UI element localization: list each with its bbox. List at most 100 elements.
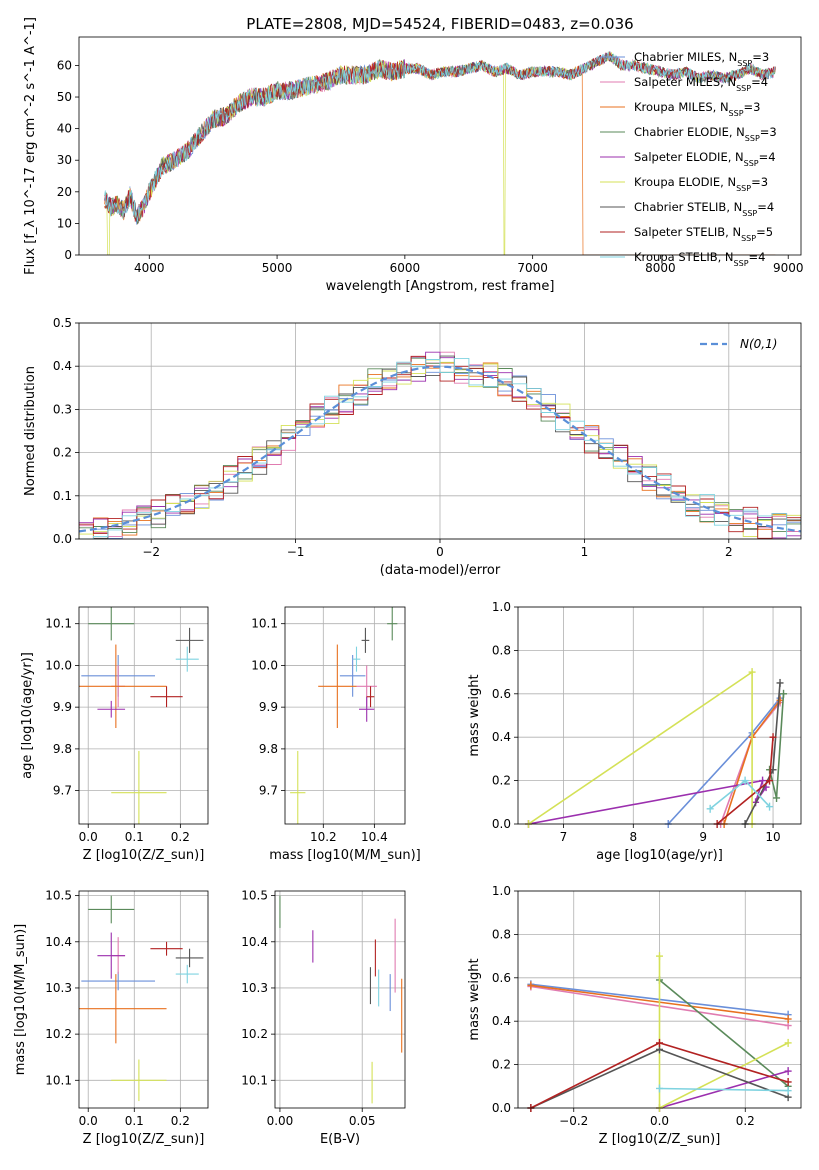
- y-tick-label: 0.3: [53, 402, 72, 416]
- y-axis-label: age [log10(age/yr)]: [20, 652, 35, 779]
- y-tick-label: 1.0: [492, 600, 511, 614]
- x-tick-label: 9: [699, 830, 707, 844]
- y-tick-label: 9.8: [259, 742, 278, 756]
- y-tick-label: 1.0: [492, 884, 511, 898]
- y-tick-label: 9.7: [53, 784, 72, 798]
- y-tick-label: 9.8: [53, 742, 72, 756]
- x-tick-label: 0.2: [736, 1114, 755, 1128]
- legend-entry: Salpeter MILES, NSSP=4: [634, 75, 768, 93]
- error-point: [97, 932, 126, 979]
- legend-entry: Chabrier ELODIE, NSSP=3: [634, 125, 777, 143]
- y-tick-label: 0.8: [492, 643, 511, 657]
- error-point: [150, 941, 183, 956]
- spectrum-frame: [78, 36, 802, 256]
- legend-nssp: =4: [757, 200, 774, 214]
- residuals-frame: [78, 322, 802, 540]
- legend-nssp: =4: [751, 75, 768, 89]
- plots-layer: 4000 5000 6000 7000 8000 90000102030405060wav…: [13, 17, 803, 1147]
- y-tick-label: 0.4: [492, 730, 511, 744]
- x-tick-label: 0.0: [650, 1114, 669, 1128]
- x-tick-label: 0.0: [79, 830, 98, 844]
- x-axis-label: Z [log10(Z/Z_sun)]: [83, 848, 205, 863]
- gaussian-curve: [79, 365, 801, 533]
- age-vs-mass-panel: 10.2 10.4 9.7 9.8 9.9 10.0 10.1 mass [log10(M/M…: [251, 606, 421, 863]
- mass-vs-ebv-frame: [274, 890, 406, 1109]
- mass-weight-vs-Z-frame: [517, 890, 802, 1109]
- error-point: [88, 607, 135, 641]
- x-tick-label: 10: [765, 830, 780, 844]
- y-tick-label: 0.2: [492, 774, 511, 788]
- x-axis-label: wavelength [Angstrom, rest frame]: [326, 279, 555, 294]
- weight-series-line: [659, 1087, 789, 1092]
- x-tick-label: 10.2: [310, 830, 337, 844]
- error-point: [175, 964, 199, 984]
- y-tick-label: 10.0: [251, 658, 278, 672]
- residuals-panel: −2 −1 0 1 2 0.0 0.1 0.2 0.3 0.4 0.5 (data-model)/er…: [23, 316, 802, 578]
- x-tick-label: 8: [629, 830, 637, 844]
- legend-entry: N(0,1): [740, 337, 777, 351]
- x-tick-label: 0.05: [349, 1114, 376, 1128]
- y-tick-label: 0.2: [53, 446, 72, 460]
- legend-subscript: SSP: [729, 109, 744, 118]
- error-point: [79, 644, 167, 729]
- x-tick-label: 4000: [134, 261, 165, 275]
- error-point: [97, 700, 126, 718]
- y-tick-label: 30: [57, 153, 72, 167]
- error-point: [352, 646, 361, 672]
- error-point: [111, 750, 167, 824]
- y-tick-label: 10: [57, 216, 72, 230]
- y-tick-label: 0.4: [53, 359, 72, 373]
- spectrum-line: [104, 52, 776, 222]
- mass-weight-vs-Z-panel: −0.2 0.0 0.2 0.0 0.2 0.4 0.6 0.8 1.0 Z [log10(Z/Z…: [467, 884, 802, 1147]
- legend-nssp: =4: [749, 250, 766, 264]
- error-point: [81, 971, 156, 991]
- mass-weight-vs-age-panel: 7 8 9 10 0.0 0.2 0.4 0.6 0.8 1.0 age [log10(age/yr…: [467, 600, 802, 863]
- weight-series-line: [658, 956, 789, 1108]
- y-tick-label: 0.0: [53, 532, 72, 546]
- legend-entry: Kroupa STELIB, NSSP=4: [634, 250, 765, 268]
- mass-vs-Z-frame: [78, 890, 209, 1109]
- x-tick-label: 1: [581, 545, 589, 559]
- age-vs-Z-panel: 0.0 0.1 0.2 9.7 9.8 9.9 10.0 10.1 Z [log10(Z/Z_s…: [20, 606, 209, 863]
- x-tick-label: 0.2: [171, 830, 190, 844]
- legend-nssp: =5: [756, 225, 773, 239]
- y-tick-label: 50: [57, 90, 72, 104]
- y-tick-label: 10.5: [45, 889, 72, 903]
- y-tick-label: 0.4: [492, 1014, 511, 1028]
- legend-subscript: SSP: [734, 259, 749, 268]
- x-tick-label: 0.1: [125, 830, 144, 844]
- error-point: [361, 627, 370, 653]
- legend-nssp: =3: [751, 175, 768, 189]
- x-tick-label: 10.4: [361, 830, 388, 844]
- y-tick-label: 0.0: [492, 817, 511, 831]
- x-axis-label: mass [log10(M/M_sun)]: [269, 848, 421, 863]
- x-axis-label: E(B-V): [320, 1132, 360, 1147]
- mass-weight-vs-age-frame: [517, 606, 802, 825]
- y-tick-label: 0: [64, 248, 72, 262]
- error-point: [318, 644, 357, 729]
- y-tick-label: 0.1: [53, 489, 72, 503]
- x-tick-label: 7000: [517, 261, 548, 275]
- y-axis-label: Normed distribution: [23, 366, 38, 496]
- error-point: [79, 974, 167, 1044]
- y-axis-label: mass [log10(M/M_sun)]: [13, 924, 28, 1076]
- x-tick-label: 7: [560, 830, 568, 844]
- x-tick-label: 0.2: [171, 1114, 190, 1128]
- error-point: [175, 627, 204, 653]
- x-tick-label: 6000: [390, 261, 421, 275]
- legend-entry: Salpeter ELODIE, NSSP=4: [634, 150, 776, 168]
- legend-subscript: SSP: [737, 59, 752, 68]
- x-axis-label: Z [log10(Z/Z_sun)]: [599, 1132, 721, 1147]
- y-tick-label: 0.0: [492, 1101, 511, 1115]
- y-tick-label: 10.3: [45, 981, 72, 995]
- legend-nssp: =3: [752, 50, 769, 64]
- y-tick-label: 10.3: [241, 981, 268, 995]
- y-tick-label: 10.4: [45, 935, 72, 949]
- x-tick-label: −1: [287, 545, 305, 559]
- age-vs-mass-frame: [284, 606, 406, 825]
- y-tick-label: 60: [57, 58, 72, 72]
- y-tick-label: 40: [57, 122, 72, 136]
- error-point: [290, 750, 306, 824]
- error-point: [88, 895, 135, 924]
